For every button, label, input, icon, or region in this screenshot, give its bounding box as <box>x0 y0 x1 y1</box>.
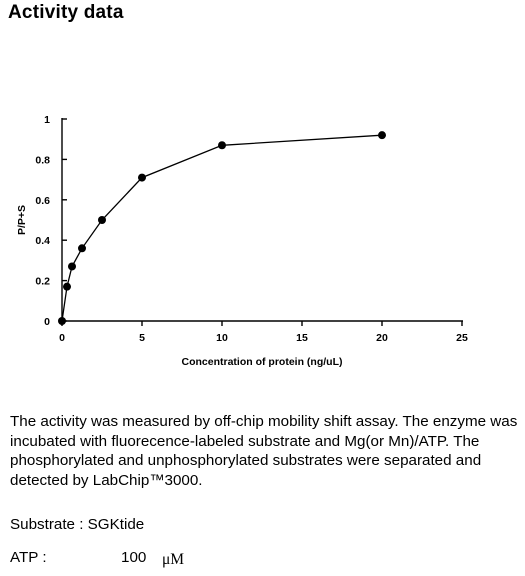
chart-axes: 0 5 10 15 20 25 0 0.2 0.4 0.6 0.8 1 <box>35 114 468 344</box>
assay-description: The activity was measured by off-chip mo… <box>10 413 518 489</box>
y-axis-label: P/P+S <box>16 205 28 235</box>
substrate-info: Substrate : SGKtide <box>10 516 145 533</box>
x-tick-label: 10 <box>216 332 228 344</box>
atp-value: 100 <box>121 549 147 566</box>
x-tick-label: 0 <box>59 332 65 344</box>
x-tick-label: 25 <box>456 332 468 344</box>
atp-info: ATP : 100 μM <box>10 549 184 568</box>
data-point <box>78 244 86 253</box>
data-point <box>58 317 66 325</box>
atp-label: ATP : <box>10 549 47 566</box>
y-tick-label: 0.8 <box>35 154 50 166</box>
x-tick-label: 5 <box>139 332 145 344</box>
y-tick-label: 0.2 <box>35 276 50 288</box>
y-tick-label: 1 <box>44 114 50 126</box>
chart-series <box>58 131 386 325</box>
activity-chart: 0 5 10 15 20 25 0 0.2 0.4 0.6 0.8 1 Concentration o… <box>16 114 468 368</box>
data-point <box>138 173 146 182</box>
x-axis-label: Concentration of protein (ng/uL) <box>182 356 343 368</box>
data-point <box>378 131 386 140</box>
data-point <box>68 262 76 271</box>
data-point <box>63 282 71 291</box>
y-tick-label: 0 <box>44 316 50 328</box>
atp-unit: μM <box>162 551 185 568</box>
data-point <box>98 216 106 224</box>
y-tick-label: 0.4 <box>35 235 50 247</box>
x-tick-label: 20 <box>376 332 388 344</box>
y-tick-label: 0.6 <box>35 195 50 207</box>
data-point <box>218 141 226 150</box>
page-title: Activity data <box>8 2 124 23</box>
series-line <box>61 134 383 322</box>
x-tick-label: 15 <box>296 332 308 344</box>
